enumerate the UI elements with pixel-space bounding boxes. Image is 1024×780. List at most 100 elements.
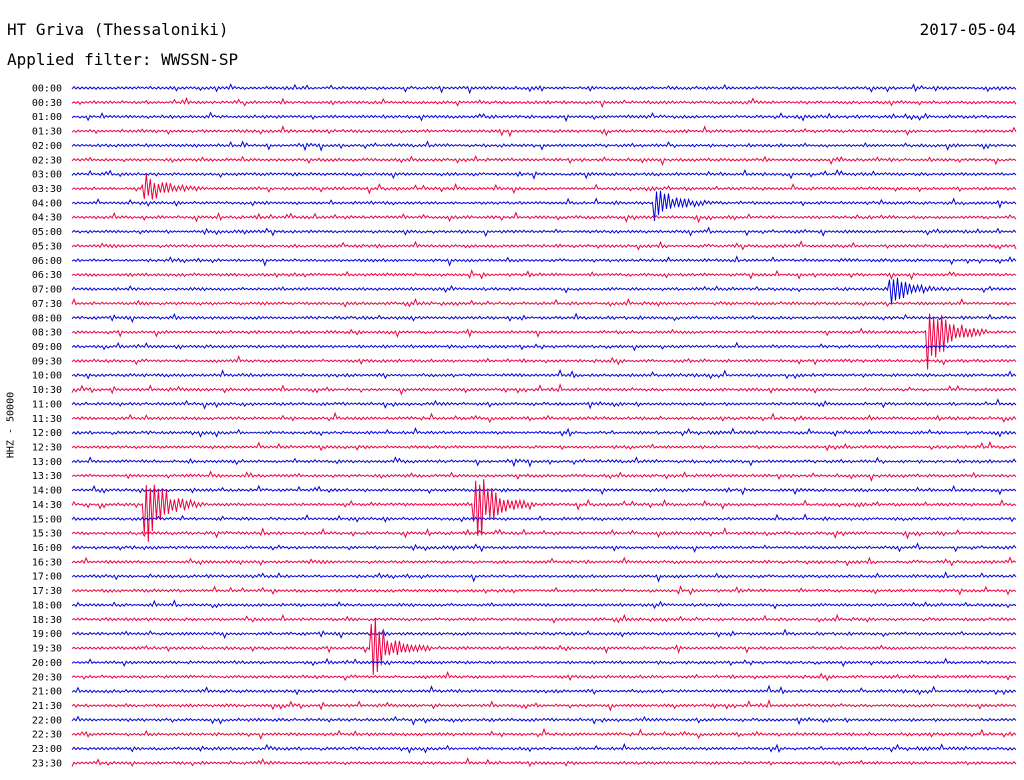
trace-row (71, 440, 1017, 452)
row-label: 15:00 (32, 514, 62, 525)
row-label: 10:00 (32, 371, 62, 382)
trace-row (71, 527, 1017, 540)
row-label: 19:30 (32, 644, 62, 655)
row-label: 12:00 (32, 428, 62, 439)
row-label: 09:30 (32, 356, 62, 367)
row-label: 01:30 (32, 127, 62, 138)
trace-row (71, 698, 1017, 712)
row-label: 08:30 (32, 328, 62, 339)
row-label: 22:00 (32, 715, 62, 726)
trace-row (71, 190, 1017, 222)
row-label: 19:00 (32, 629, 62, 640)
trace-group (71, 83, 1017, 768)
row-label: 14:30 (32, 500, 62, 511)
row-label: 11:30 (32, 414, 62, 425)
trace-row (71, 628, 1017, 639)
trace-row (71, 715, 1017, 726)
station-title: HT Griva (Thessaloniki) (7, 20, 229, 39)
trace-row (71, 398, 1017, 410)
trace-row (71, 513, 1017, 523)
row-label: 14:00 (32, 486, 62, 497)
row-label: 17:00 (32, 572, 62, 583)
trace-row (71, 456, 1017, 468)
row-label: 07:00 (32, 285, 62, 296)
row-label: 10:30 (32, 385, 62, 396)
trace-row (71, 125, 1017, 138)
row-label: 18:30 (32, 615, 62, 626)
trace-row (71, 341, 1017, 352)
row-label: 13:00 (32, 457, 62, 468)
filter-label: Applied filter: WWSSN-SP (7, 50, 239, 69)
row-label: 06:30 (32, 270, 62, 281)
trace-row (71, 268, 1017, 281)
trace-row (71, 255, 1017, 267)
trace-row (71, 727, 1017, 740)
trace-row (71, 556, 1017, 567)
row-label: 03:30 (32, 184, 62, 195)
trace-row (71, 96, 1017, 109)
row-label: 22:30 (32, 730, 62, 741)
row-label: 21:00 (32, 687, 62, 698)
row-label: 00:00 (32, 84, 62, 95)
trace-row (71, 140, 1017, 152)
trace-row (71, 277, 1017, 305)
trace-row (71, 383, 1017, 396)
row-label: 00:30 (32, 98, 62, 109)
trace-row (71, 571, 1017, 583)
trace-row (71, 368, 1017, 380)
trace-row (71, 742, 1017, 754)
row-label: 20:30 (32, 672, 62, 683)
row-label: 03:00 (32, 170, 62, 181)
row-label: 21:30 (32, 701, 62, 712)
trace-row (71, 313, 1017, 370)
trace-row (71, 613, 1017, 624)
row-label-group: 00:00 00:30 01:00 01:30 02:00 02:30 03:00 03:30… (32, 84, 62, 770)
trace-row (71, 617, 1017, 675)
trace-row (71, 411, 1017, 424)
trace-row (71, 155, 1017, 167)
trace-row (71, 584, 1017, 596)
row-label: 17:30 (32, 586, 62, 597)
row-label: 05:00 (32, 227, 62, 238)
row-label: 13:30 (32, 471, 62, 482)
row-label: 12:30 (32, 443, 62, 454)
row-label: 05:30 (32, 241, 62, 252)
row-label: 04:00 (32, 198, 62, 209)
row-label: 18:00 (32, 600, 62, 611)
row-label: 07:30 (32, 299, 62, 310)
trace-row (71, 211, 1017, 224)
row-label: 11:00 (32, 399, 62, 410)
trace-row (71, 173, 1017, 200)
trace-row (71, 355, 1017, 366)
trace-row (71, 479, 1017, 542)
row-label: 02:30 (32, 155, 62, 166)
trace-row (71, 657, 1017, 668)
row-label: 08:00 (32, 313, 62, 324)
trace-row (71, 312, 1017, 324)
trace-row (71, 240, 1017, 251)
trace-row (71, 83, 1017, 95)
trace-row (71, 427, 1017, 438)
row-label: 23:30 (32, 758, 62, 769)
row-label: 02:00 (32, 141, 62, 152)
row-label: 16:30 (32, 557, 62, 568)
trace-row (71, 226, 1017, 238)
row-label: 15:30 (32, 529, 62, 540)
date-label: 2017-05-04 (919, 20, 1016, 39)
trace-row (71, 684, 1017, 696)
row-label: 20:00 (32, 658, 62, 669)
row-label: 16:00 (32, 543, 62, 554)
row-label: 09:00 (32, 342, 62, 353)
trace-row (71, 297, 1017, 308)
trace-row (71, 670, 1017, 682)
trace-row (71, 484, 1017, 496)
trace-row (71, 599, 1017, 610)
row-label: 06:00 (32, 256, 62, 267)
row-label: 23:00 (32, 744, 62, 755)
row-label: 01:00 (32, 112, 62, 123)
trace-row (71, 168, 1017, 180)
trace-row (71, 757, 1017, 768)
trace-row (71, 111, 1017, 123)
row-label: 04:30 (32, 213, 62, 224)
